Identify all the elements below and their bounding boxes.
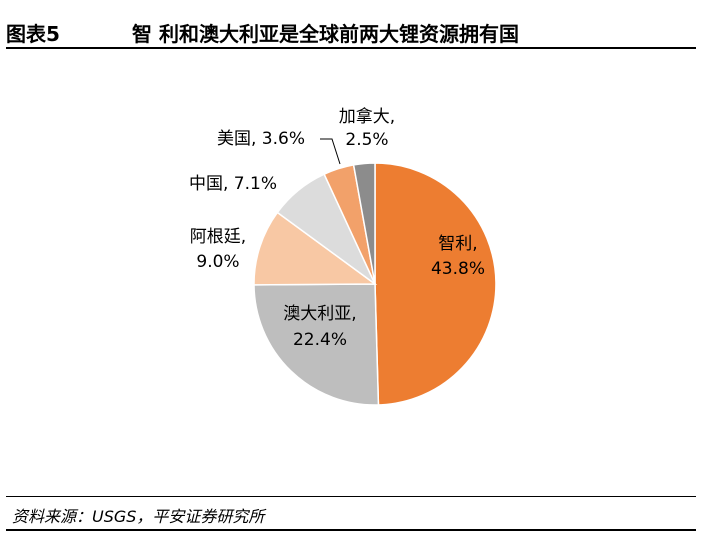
slice-label-3: 中国, 7.1% bbox=[189, 174, 277, 194]
pie-slices bbox=[253, 162, 497, 406]
source-rule bbox=[6, 496, 696, 497]
title-rule bbox=[6, 47, 696, 49]
figure-header: 图表5 智 利和澳大利亚是全球前两大锂资源拥有国 bbox=[6, 14, 696, 48]
slice-value-2: 9.0% bbox=[196, 252, 239, 272]
pie-slice-1 bbox=[253, 283, 380, 406]
slice-label-0: 智利, bbox=[438, 234, 477, 254]
pie-slice-2 bbox=[253, 211, 378, 286]
figure-label: 图表5 bbox=[6, 22, 60, 46]
slice-value-5: 2.5% bbox=[345, 130, 388, 150]
slice-label-5: 加拿大, bbox=[339, 106, 395, 127]
leader-line-usa bbox=[320, 138, 341, 165]
pie-labels: 智利, 43.8% 澳大利亚, 22.4% 阿根廷, 9.0% 中国, 7.1% 美国, 3.… bbox=[189, 106, 485, 350]
pie-chart: 智利, 43.8% 澳大利亚, 22.4% 阿根廷, 9.0% 中国, 7.1% 美国, 3.… bbox=[189, 106, 497, 406]
slice-value-0: 43.8% bbox=[431, 259, 485, 279]
figure-title: 智 利和澳大利亚是全球前两大锂资源拥有国 bbox=[132, 22, 519, 46]
slice-label-4: 美国, 3.6% bbox=[217, 129, 305, 149]
slice-label-1: 澳大利亚, bbox=[283, 304, 356, 324]
source-note: 资料来源：USGS，平安证券研究所 bbox=[12, 507, 265, 526]
pie-slice-0 bbox=[374, 162, 497, 406]
bottom-rule bbox=[6, 529, 696, 531]
pie-slice-5 bbox=[352, 162, 376, 285]
slice-label-2: 阿根廷, bbox=[190, 227, 246, 247]
slice-value-1: 22.4% bbox=[293, 330, 347, 350]
